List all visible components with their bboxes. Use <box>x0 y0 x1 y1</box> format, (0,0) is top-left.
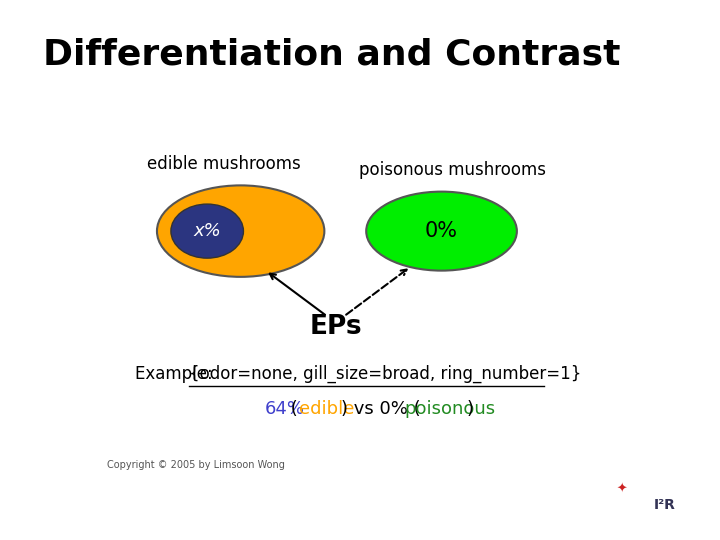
Text: a: a <box>599 488 619 517</box>
Ellipse shape <box>366 192 517 271</box>
Text: 0%: 0% <box>425 221 458 241</box>
Text: edible: edible <box>300 400 355 418</box>
Text: x%: x% <box>193 222 221 240</box>
Ellipse shape <box>171 204 243 258</box>
Text: (: ( <box>285 400 298 418</box>
Text: ): ) <box>467 400 474 418</box>
Text: edible mushrooms: edible mushrooms <box>147 155 301 173</box>
Text: poisonous mushrooms: poisonous mushrooms <box>359 161 546 179</box>
Text: A*STAR: A*STAR <box>599 517 629 523</box>
Text: poisonous: poisonous <box>404 400 495 418</box>
Text: {odor=none, gill_size=broad, ring_number=1}: {odor=none, gill_size=broad, ring_number… <box>189 364 582 383</box>
Ellipse shape <box>157 185 324 277</box>
Text: EPs: EPs <box>309 314 362 340</box>
Text: Example:: Example: <box>135 365 217 383</box>
Text: 64%: 64% <box>264 400 305 418</box>
Text: I²R: I²R <box>654 498 675 512</box>
Text: ✦: ✦ <box>617 482 627 495</box>
Text: Differentiation and Contrast: Differentiation and Contrast <box>43 38 621 72</box>
Text: Copyright © 2005 by Limsoon Wong: Copyright © 2005 by Limsoon Wong <box>107 460 284 470</box>
Text: ) vs 0% (: ) vs 0% ( <box>341 400 420 418</box>
